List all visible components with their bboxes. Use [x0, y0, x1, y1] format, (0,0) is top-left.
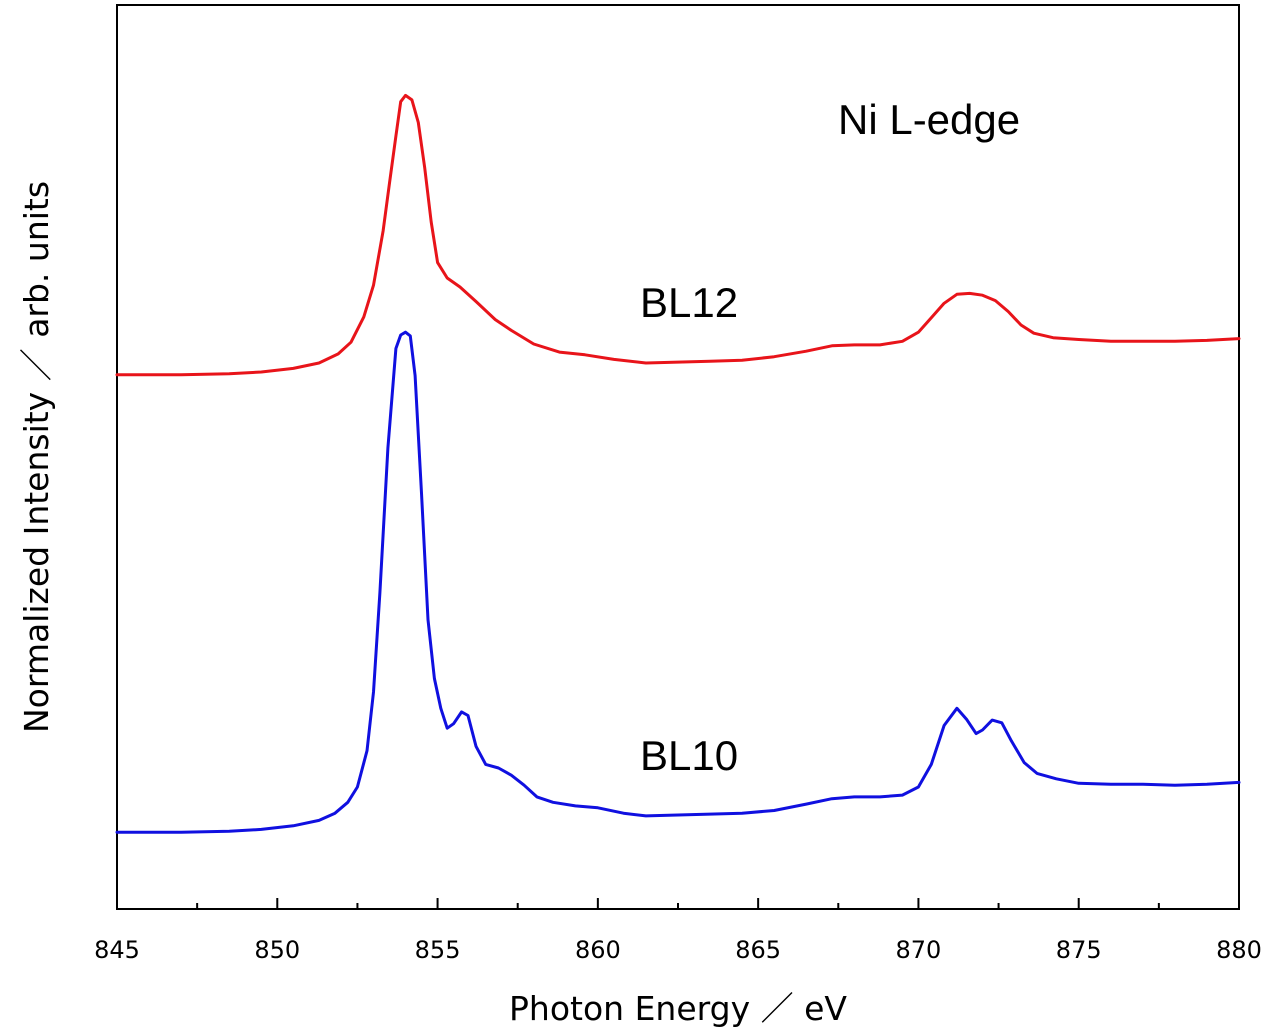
annotation-ni-l-edge: Ni L-edge — [838, 96, 1020, 143]
series-layer — [115, 93, 1241, 834]
annotation-bl10: BL10 — [640, 732, 738, 779]
x-tick-label: 875 — [1056, 936, 1102, 964]
x-tick-label: 855 — [415, 936, 461, 964]
x-axis-label: Photon Energy ／ eV — [509, 989, 847, 1028]
x-tick-label: 850 — [254, 936, 300, 964]
x-tick-label: 845 — [94, 936, 140, 964]
series-line-bl12 — [115, 93, 1241, 377]
annotation-bl12: BL12 — [640, 279, 738, 326]
y-axis-label: Normalized Intensity ／ arb. units — [17, 181, 56, 733]
x-tick-label: 870 — [896, 936, 942, 964]
x-axis-tick-labels: 845 850 855 860 865 870 875 880 — [94, 936, 1262, 964]
x-tick-label: 860 — [575, 936, 621, 964]
x-axis-ticks — [116, 898, 1240, 909]
series-line-bl10 — [115, 330, 1241, 834]
x-tick-label: 880 — [1216, 936, 1262, 964]
x-tick-label: 865 — [735, 936, 781, 964]
